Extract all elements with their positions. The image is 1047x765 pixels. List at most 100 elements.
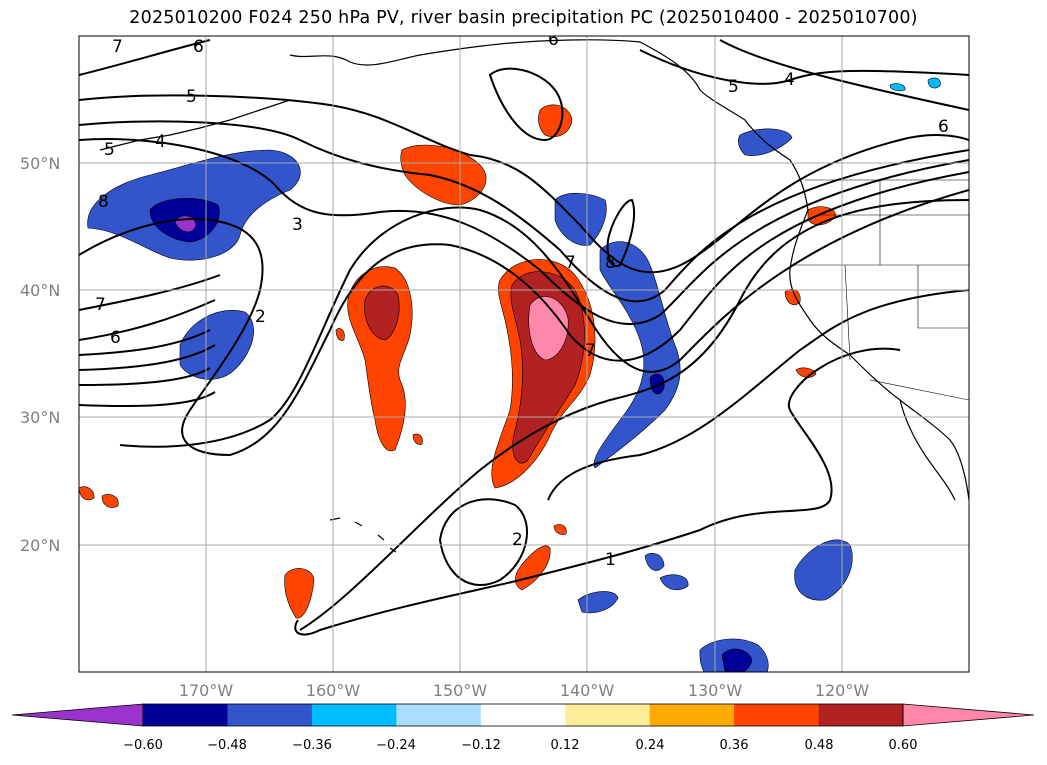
positive-anomaly-small-3 <box>553 524 567 535</box>
pv-contour <box>438 498 528 586</box>
colorbar-segment <box>396 704 482 726</box>
pv-contour <box>488 67 564 142</box>
alaska-coastline <box>289 39 809 211</box>
contour-label: 1 <box>605 550 616 570</box>
negative-anomaly-hawaii <box>577 591 619 614</box>
pv-contour <box>606 198 636 268</box>
colorbar-tick-label: 0.48 <box>805 738 834 753</box>
pv-contour <box>79 299 216 341</box>
colorbar-segment <box>227 704 313 726</box>
colorbar-segment <box>565 704 651 726</box>
lat-label: 20°N <box>20 536 60 555</box>
pv-contour <box>79 171 969 457</box>
contour-label: 2 <box>255 307 266 327</box>
lat-label: 30°N <box>20 408 60 427</box>
colorbar-max-extension <box>902 703 1035 727</box>
pv-contour <box>79 329 211 356</box>
pv-contour <box>79 138 969 326</box>
precip-anomaly-fills <box>79 77 941 672</box>
contour-label: 5 <box>186 87 197 107</box>
lon-labels: 170°W 160°W 150°W 140°W 130°W 120°W <box>179 681 870 700</box>
negative-anomaly-hawaii-2 <box>644 553 665 571</box>
colorbar-ticks: −0.60 −0.48 −0.36 −0.24 −0.12 0.12 0.24 … <box>123 738 917 753</box>
colorbar-tick-label: 0.24 <box>636 738 665 753</box>
contour-label: 5 <box>104 140 115 160</box>
us-west-coastline <box>789 209 969 501</box>
negative-anomaly-coast-core <box>649 373 665 395</box>
colorbar-tick-label: 0.60 <box>889 738 918 753</box>
pv-contour <box>79 367 211 386</box>
colorbar-tick-label: −0.12 <box>461 738 501 753</box>
gridlines <box>79 36 969 672</box>
lon-label: 120°W <box>815 681 870 700</box>
colorbar-segment <box>649 704 735 726</box>
negative-anomaly-ne-edge-2 <box>889 83 906 92</box>
lat-label: 40°N <box>20 281 60 300</box>
lat-labels: 50°N 40°N 30°N 20°N <box>20 154 60 555</box>
positive-anomaly-top <box>538 104 573 138</box>
us-mexico-border <box>869 379 969 401</box>
colorbar-tick-label: −0.24 <box>376 738 416 753</box>
colorbar-tick-label: −0.48 <box>207 738 247 753</box>
contour-label: 7 <box>95 295 106 315</box>
map-frame <box>78 35 970 673</box>
colorbar-tick-label: −0.36 <box>292 738 332 753</box>
contour-label: 3 <box>292 215 303 235</box>
contour-label: 7 <box>565 253 576 273</box>
lon-label: 140°W <box>560 681 615 700</box>
contour-label: 7 <box>112 37 123 57</box>
pv-contour <box>639 49 969 85</box>
pv-contour <box>547 289 969 501</box>
lon-label: 150°W <box>433 681 488 700</box>
contour-label: 4 <box>155 132 166 152</box>
pv-contour-labels: 7 6 5 5 4 8 7 6 3 2 1 2 7 8 7 5 4 6 6 <box>95 30 949 570</box>
contour-label: 6 <box>548 30 559 50</box>
contour-label: 2 <box>512 530 523 550</box>
contour-label: 6 <box>193 37 204 57</box>
lon-label: 170°W <box>179 681 234 700</box>
negative-anomaly-hawaii-3 <box>659 574 689 591</box>
contour-label: 4 <box>784 70 795 90</box>
lon-label: 160°W <box>306 681 361 700</box>
contour-label: 6 <box>938 117 949 137</box>
lon-label: 130°W <box>688 681 743 700</box>
colorbar: −0.60 −0.48 −0.36 −0.24 −0.12 0.12 0.24 … <box>11 703 1035 753</box>
lat-label: 50°N <box>20 154 60 173</box>
contour-label: 6 <box>110 328 121 348</box>
positive-anomaly-sw <box>284 568 315 619</box>
colorbar-min-extension <box>11 703 144 727</box>
pv-contour <box>79 94 969 274</box>
colorbar-segment <box>143 704 228 726</box>
colorbar-segment <box>734 704 820 726</box>
colorbar-tick-label: −0.60 <box>123 738 163 753</box>
colorbar-segments <box>143 704 904 726</box>
contour-label: 8 <box>98 192 109 212</box>
colorbar-tick-label: 0.36 <box>720 738 749 753</box>
positive-anomaly-coast-2 <box>784 289 801 305</box>
positive-anomaly-w-edge-2 <box>101 494 119 508</box>
positive-anomaly-central-core <box>364 285 400 341</box>
pv-contour <box>79 120 969 303</box>
colorbar-tick-label: 0.12 <box>551 738 580 753</box>
pv-contour <box>299 199 969 631</box>
coastlines <box>99 39 969 553</box>
state-borders <box>790 179 969 401</box>
pv-contour <box>719 39 969 111</box>
positive-anomaly-small-1 <box>335 328 345 341</box>
negative-anomaly-south-core <box>721 648 753 672</box>
pv-contour <box>119 189 969 448</box>
contour-label: 5 <box>728 77 739 97</box>
negative-anomaly-ne-edge <box>927 77 941 89</box>
map-title: 2025010200 F024 250 hPa PV, river basin … <box>129 8 918 28</box>
positive-anomaly-east-max <box>528 296 569 361</box>
pv-contour <box>79 391 216 408</box>
pv-contours <box>79 39 969 636</box>
colorbar-segment <box>818 704 904 726</box>
colorbar-segment <box>480 704 566 726</box>
positive-anomaly-w-edge <box>79 486 95 501</box>
negative-anomaly-145w <box>554 192 607 246</box>
pv-contour <box>79 39 211 76</box>
colorbar-segment <box>311 704 397 726</box>
negative-anomaly-coast-band <box>593 241 681 469</box>
